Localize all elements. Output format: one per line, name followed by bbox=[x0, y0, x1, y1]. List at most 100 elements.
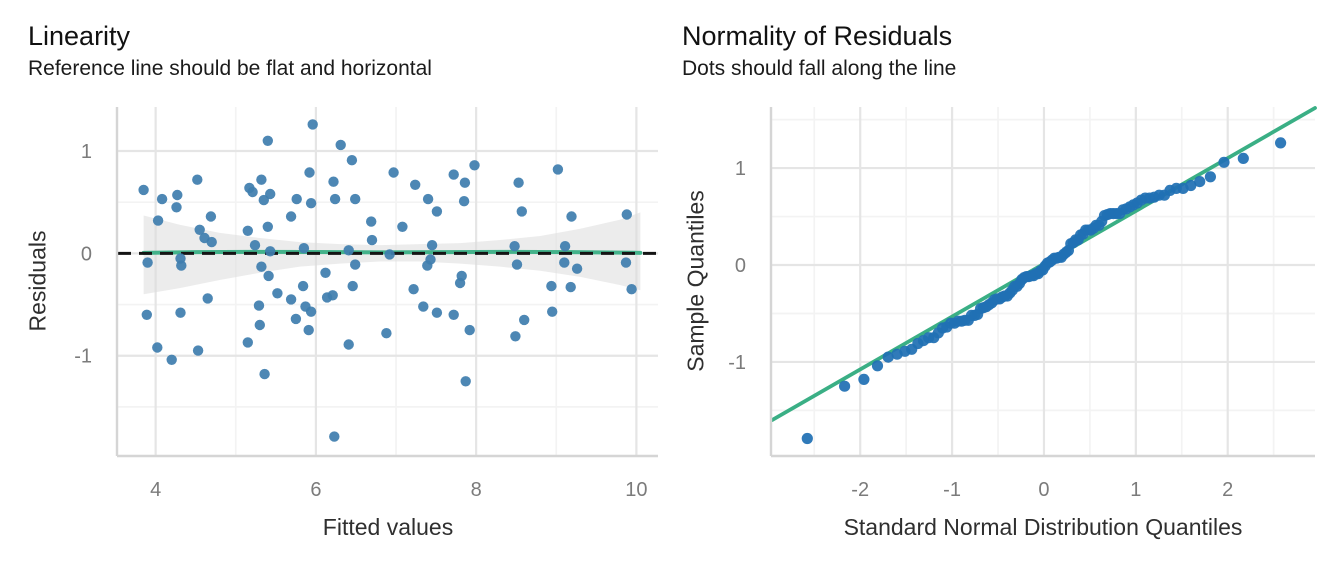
data-point bbox=[511, 259, 523, 270]
data-point bbox=[175, 307, 186, 318]
data-point bbox=[298, 243, 310, 254]
data-point bbox=[546, 280, 557, 292]
data-point bbox=[469, 160, 480, 171]
data-point bbox=[801, 432, 813, 445]
data-point bbox=[350, 259, 361, 270]
data-point bbox=[448, 169, 459, 180]
data-point bbox=[343, 339, 354, 350]
data-point bbox=[871, 360, 884, 372]
linearity-panel: -1 0 1 4 6 8 10 bbox=[74, 107, 658, 501]
data-point bbox=[519, 314, 530, 326]
data-point bbox=[509, 241, 520, 252]
data-point bbox=[431, 206, 443, 217]
data-point bbox=[425, 254, 436, 265]
data-point bbox=[256, 261, 267, 272]
data-point bbox=[285, 294, 297, 305]
y-tick-label: 0 bbox=[735, 255, 746, 277]
normality-qq-chart: Normality of Residuals Dots should fall … bbox=[672, 0, 1344, 576]
data-point bbox=[297, 280, 309, 292]
data-point bbox=[1218, 156, 1230, 168]
y-tick-label: -1 bbox=[74, 346, 92, 368]
data-point bbox=[242, 225, 253, 236]
data-point bbox=[327, 290, 338, 301]
x-tick-label: -2 bbox=[851, 479, 869, 501]
data-point bbox=[152, 342, 163, 353]
scatter-points bbox=[138, 119, 637, 442]
data-point bbox=[552, 164, 564, 175]
linearity-plot-canvas: -1 0 1 4 6 8 10 bbox=[74, 107, 658, 501]
data-point bbox=[882, 351, 894, 363]
data-point bbox=[458, 196, 470, 207]
data-point bbox=[366, 216, 377, 227]
data-point bbox=[571, 263, 583, 274]
data-point bbox=[194, 224, 205, 235]
data-point bbox=[346, 155, 358, 166]
data-point bbox=[290, 313, 302, 325]
data-point bbox=[431, 307, 443, 318]
data-point bbox=[307, 119, 318, 130]
chart-subtitle: Reference line should be flat and horizo… bbox=[28, 57, 432, 80]
x-tick-label: 0 bbox=[1038, 479, 1049, 501]
data-point bbox=[566, 211, 577, 222]
x-tick-label: -1 bbox=[943, 479, 961, 501]
data-point bbox=[422, 193, 434, 205]
data-point bbox=[418, 301, 429, 312]
data-point bbox=[350, 193, 361, 205]
x-tick-label: 4 bbox=[150, 479, 161, 501]
data-point bbox=[1194, 176, 1206, 188]
y-tick-label: 1 bbox=[735, 158, 746, 180]
data-point bbox=[172, 189, 183, 201]
data-point bbox=[202, 293, 213, 304]
data-point bbox=[547, 306, 558, 317]
data-point bbox=[410, 179, 421, 190]
data-point bbox=[291, 193, 302, 205]
data-point bbox=[510, 331, 521, 342]
data-point bbox=[206, 236, 217, 248]
data-point bbox=[448, 309, 459, 320]
data-point bbox=[839, 380, 851, 392]
data-point bbox=[141, 309, 152, 320]
data-point bbox=[328, 176, 339, 187]
scatter-points bbox=[801, 137, 1287, 445]
x-axis-title: Standard Normal Distribution Quantiles bbox=[843, 514, 1243, 540]
data-point bbox=[285, 211, 297, 222]
chart-subtitle: Dots should fall along the line bbox=[682, 57, 957, 80]
x-axis-title: Fitted values bbox=[322, 514, 454, 540]
data-point bbox=[384, 249, 395, 260]
data-point bbox=[347, 280, 358, 292]
data-point bbox=[464, 324, 475, 336]
qq-panel: -1 0 1 -2 -1 0 1 2 bbox=[728, 106, 1317, 501]
data-point bbox=[408, 284, 419, 295]
data-point bbox=[152, 215, 164, 226]
data-point bbox=[142, 257, 153, 268]
data-point bbox=[381, 328, 392, 339]
x-tick-label: 10 bbox=[625, 479, 647, 501]
data-point bbox=[305, 198, 317, 209]
data-point bbox=[329, 193, 341, 205]
data-point bbox=[513, 177, 524, 188]
data-point bbox=[138, 184, 149, 196]
data-point bbox=[176, 260, 187, 271]
data-point bbox=[253, 300, 265, 311]
data-point bbox=[262, 221, 273, 232]
data-point bbox=[516, 206, 527, 217]
y-tick-label: 0 bbox=[81, 243, 92, 265]
linearity-chart: Linearity Reference line should be flat … bbox=[25, 22, 658, 540]
data-point bbox=[426, 240, 438, 251]
data-point bbox=[166, 354, 177, 365]
x-tick-label: 6 bbox=[310, 479, 321, 501]
data-point bbox=[303, 324, 314, 336]
data-point bbox=[559, 257, 570, 268]
data-point bbox=[265, 188, 276, 200]
data-point bbox=[205, 211, 217, 222]
data-point bbox=[192, 345, 204, 356]
data-point bbox=[304, 167, 315, 178]
data-point bbox=[397, 221, 408, 232]
data-point bbox=[388, 167, 399, 178]
chart-title: Normality of Residuals bbox=[682, 21, 953, 51]
y-tick-label: -1 bbox=[728, 352, 746, 374]
data-point bbox=[249, 240, 261, 251]
data-point bbox=[329, 431, 340, 442]
y-tick-label: 1 bbox=[81, 141, 92, 163]
data-point bbox=[620, 257, 632, 268]
